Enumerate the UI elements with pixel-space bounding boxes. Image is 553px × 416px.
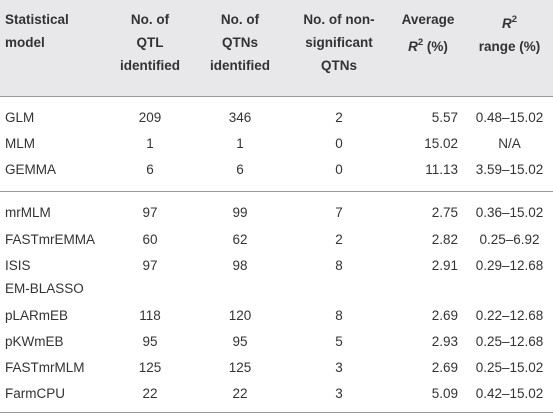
cell-model: mrMLM <box>5 205 51 220</box>
header-average-r2: Average R2 (%) <box>401 12 455 54</box>
cell-model: FASTmrMLM <box>5 360 85 375</box>
cell-r2-range: 0.22–12.68 <box>475 308 544 323</box>
cell-nonsignificant: 2 <box>335 232 343 247</box>
cell-qtl: 118 <box>139 308 161 323</box>
cell-nonsignificant: 3 <box>335 386 343 401</box>
cell-average-r2: 2.69 <box>431 360 458 375</box>
cell-model: FASTmrEMMA <box>5 232 95 247</box>
cell-average-r2: 5.57 <box>431 110 458 125</box>
cell-r2-range: 0.29–12.68 <box>475 258 544 273</box>
cell-model: ISIS <box>5 258 31 273</box>
cell-model-continued: EM-BLASSO <box>5 281 84 296</box>
cell-model: GLM <box>5 110 35 125</box>
cell-qtns: 6 <box>236 162 244 177</box>
cell-average-r2: 11.13 <box>425 162 458 177</box>
table-row: ISIS EM-BLASSO 97 98 8 2.91 0.29–12.68 <box>0 254 553 296</box>
table-row: pKWmEB 95 95 5 2.93 0.25–12.68 <box>0 330 553 353</box>
cell-qtl: 6 <box>146 162 154 177</box>
cell-average-r2: 2.91 <box>431 258 458 273</box>
cell-qtns: 22 <box>232 386 248 401</box>
header-qtns-identified: No. of QTNs identified <box>210 12 270 73</box>
cell-qtns: 1 <box>236 136 244 151</box>
cell-qtl: 209 <box>138 110 162 125</box>
cell-qtl: 125 <box>138 360 162 375</box>
table-header: Statistical model No. of QTL identified … <box>0 0 553 96</box>
header-r2-range: R2 range (%) <box>478 14 541 54</box>
cell-qtns: 120 <box>228 308 252 323</box>
table-row: FASTmrMLM 125 125 3 2.69 0.25–15.02 <box>0 356 553 379</box>
cell-qtl: 95 <box>142 334 158 349</box>
cell-r2-range: N/A <box>498 136 521 151</box>
cell-qtl: 1 <box>146 136 154 151</box>
cell-qtns: 125 <box>228 360 252 375</box>
cell-r2-range: 0.25–6.92 <box>479 232 540 247</box>
cell-average-r2: 15.02 <box>424 136 458 151</box>
table-row: FarmCPU 22 22 3 5.09 0.42–15.02 <box>0 382 553 405</box>
cell-nonsignificant: 5 <box>335 334 343 349</box>
cell-qtns: 99 <box>232 205 248 220</box>
table-bottom-rule <box>0 412 553 413</box>
cell-model: MLM <box>5 136 35 151</box>
cell-average-r2: 2.69 <box>431 308 458 323</box>
cell-nonsignificant: 2 <box>335 110 343 125</box>
cell-nonsignificant: 0 <box>335 136 343 151</box>
cell-model: FarmCPU <box>5 386 65 401</box>
cell-nonsignificant: 8 <box>335 258 343 273</box>
cell-qtl: 97 <box>142 205 158 220</box>
header-nonsignificant-qtns: No. of non- significant QTNs <box>303 12 375 73</box>
table-row: mrMLM 97 99 7 2.75 0.36–15.02 <box>0 201 553 224</box>
cell-average-r2: 2.75 <box>431 205 458 220</box>
cell-qtl: 97 <box>142 258 158 273</box>
cell-qtl: 60 <box>142 232 158 247</box>
cell-r2-range: 0.42–15.02 <box>475 386 544 401</box>
table-row: pLARmEB 118 120 8 2.69 0.22–12.68 <box>0 304 553 327</box>
cell-nonsignificant: 7 <box>335 205 343 220</box>
cell-qtns: 346 <box>228 110 252 125</box>
header-qtl-identified: No. of QTL identified <box>120 12 180 73</box>
cell-qtns: 95 <box>232 334 248 349</box>
header-statistical-model: Statistical model <box>5 12 69 50</box>
cell-model: GEMMA <box>5 162 57 177</box>
cell-average-r2: 2.82 <box>431 232 458 247</box>
table-row: GEMMA 6 6 0 11.13 3.59–15.02 <box>0 158 553 181</box>
table-row: GLM 209 346 2 5.57 0.48–15.02 <box>0 106 553 129</box>
cell-qtns: 62 <box>232 232 248 247</box>
header-divider <box>0 96 553 97</box>
cell-r2-range: 0.48–15.02 <box>475 110 544 125</box>
cell-model: pKWmEB <box>5 334 64 349</box>
cell-qtl: 22 <box>142 386 158 401</box>
cell-average-r2: 5.09 <box>431 386 458 401</box>
cell-nonsignificant: 8 <box>335 308 343 323</box>
cell-r2-range: 3.59–15.02 <box>475 162 544 177</box>
cell-average-r2: 2.93 <box>431 334 458 349</box>
cell-r2-range: 0.25–15.02 <box>475 360 544 375</box>
group-divider <box>0 191 553 192</box>
cell-model: pLARmEB <box>5 308 69 323</box>
table-row: MLM 1 1 0 15.02 N/A <box>0 132 553 155</box>
cell-nonsignificant: 3 <box>335 360 343 375</box>
cell-r2-range: 0.36–15.02 <box>475 205 544 220</box>
table-row: FASTmrEMMA 60 62 2 2.82 0.25–6.92 <box>0 228 553 251</box>
cell-r2-range: 0.25–12.68 <box>475 334 544 349</box>
cell-qtns: 98 <box>232 258 248 273</box>
cell-nonsignificant: 0 <box>335 162 343 177</box>
